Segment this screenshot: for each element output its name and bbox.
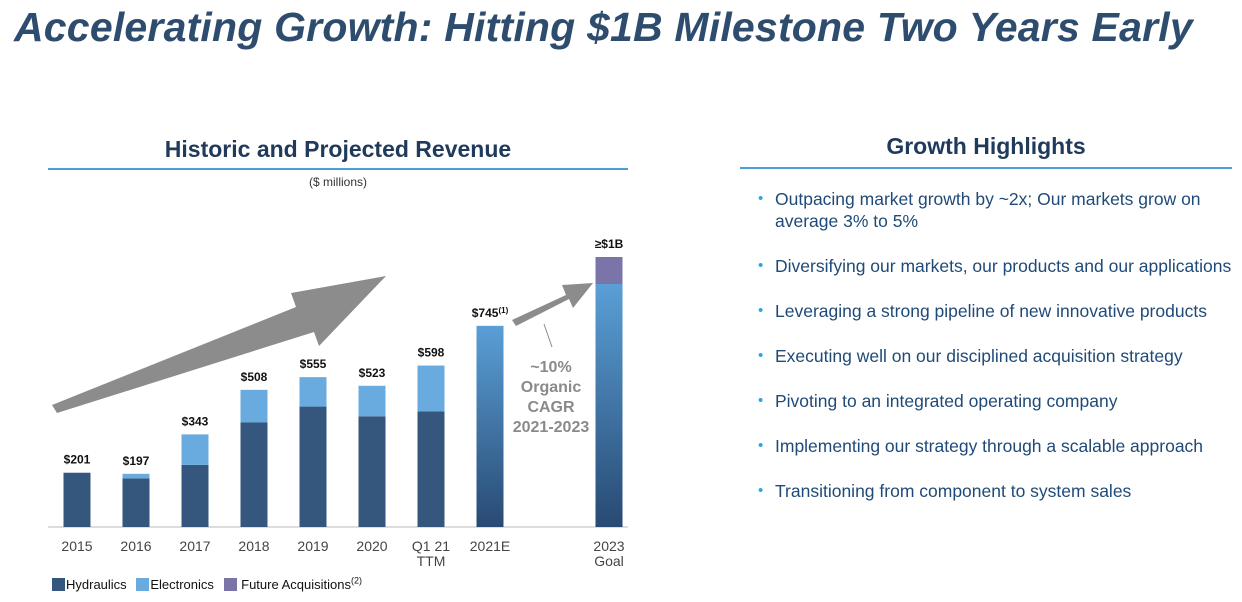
organic-cagr-annotation: CAGR	[527, 399, 575, 416]
data-label-4: $555	[300, 357, 327, 371]
bullet-icon: •	[758, 190, 764, 207]
organic-cagr-leader-line	[543, 323, 553, 348]
organic-cagr-annotation: 2021-2023	[513, 419, 590, 436]
data-label-0: $201	[64, 453, 91, 467]
bullet-icon: •	[758, 257, 764, 274]
bar-hydraulics-0	[63, 472, 91, 527]
chart-title: Historic and Projected Revenue	[164, 136, 512, 162]
highlight-item: • Transitioning from component to system …	[758, 481, 1132, 501]
bar-electronics-5	[358, 385, 386, 417]
bar-hydraulics-2	[181, 464, 209, 527]
bar-electronics-2	[181, 434, 209, 465]
bar-hydraulics-6	[417, 411, 445, 527]
tick-label-6: Q1 21	[412, 538, 450, 554]
tick-label-5: 2020	[356, 538, 387, 554]
bar-future-acquisitions-8	[595, 257, 623, 284]
bar-hydraulics-3	[240, 422, 268, 527]
legend-item-hydraulics: Hydraulics	[52, 577, 127, 592]
bar-electronics-1	[122, 473, 150, 479]
highlight-item: • Outpacing market growth by ~2x; Our mar…	[758, 189, 1201, 231]
tick-label-8: Goal	[594, 553, 624, 569]
data-label-6: $598	[418, 346, 445, 360]
bar-projected-7	[476, 325, 504, 527]
bullet-icon: •	[758, 392, 764, 409]
bar-hydraulics-5	[358, 416, 386, 527]
chart-legend: Hydraulics Electronics Future Acquisitio…	[52, 576, 368, 592]
chart-subtitle: ($ millions)	[308, 175, 367, 189]
bar-electronics-6	[417, 365, 445, 412]
legend-swatch-future-acquisitions	[223, 578, 237, 592]
highlight-item: • Implementing our strategy through a sca…	[758, 436, 1204, 456]
legend-swatch-hydraulics	[52, 578, 65, 592]
bar-projected-8	[595, 284, 623, 527]
legend-swatch-electronics	[136, 578, 150, 592]
data-label-7: $745(1)	[472, 306, 509, 320]
legend-footnote: (2)	[350, 576, 362, 586]
highlight-item: • Diversifying our markets, our products …	[758, 256, 1232, 276]
bar-electronics-4	[299, 377, 327, 407]
tick-label-0: 2015	[61, 538, 92, 554]
tick-label-4: 2019	[297, 538, 328, 554]
chart-title-rule	[48, 168, 628, 170]
highlight-item: • Leveraging a strong pipeline of new inn…	[758, 301, 1207, 321]
data-label-1: $197	[123, 454, 150, 468]
data-label-5: $523	[359, 366, 386, 380]
revenue-bar-chart: $201 2015 $197 2016 $343 2017 $508 2018 $555 2019…	[48, 237, 628, 569]
legend-item-electronics: Electronics	[136, 577, 214, 592]
data-label-8: ≥$1B	[595, 237, 624, 251]
legend-item-future-acquisitions: Future Acquisitions(2)	[223, 576, 362, 592]
bar-hydraulics-1	[122, 478, 150, 527]
bullet-icon: •	[758, 302, 764, 319]
tick-label-7: 2021E	[470, 538, 510, 554]
bullet-icon: •	[758, 437, 764, 454]
bar-hydraulics-4	[299, 406, 327, 527]
bullet-icon: •	[758, 347, 764, 364]
data-label-3: $508	[241, 370, 268, 384]
data-label-2: $343	[182, 414, 209, 428]
tick-label-6: TTM	[417, 553, 446, 569]
highlight-item: • Executing well on our disciplined acqui…	[758, 346, 1183, 366]
tick-label-8: 2023	[593, 538, 624, 554]
bullet-icon: •	[758, 482, 764, 499]
highlights-title: Growth Highlights	[886, 133, 1086, 159]
cagr-arrow	[52, 276, 386, 413]
highlights-list: • Outpacing market growth by ~2x; Our mar…	[758, 188, 1234, 525]
highlights-title-rule	[740, 167, 1232, 169]
organic-cagr-arrow	[512, 283, 593, 326]
organic-cagr-annotation: Organic	[521, 379, 582, 396]
page-title: Accelerating Growth: Hitting $1B Milesto…	[14, 4, 1193, 50]
tick-label-2: 2017	[179, 538, 210, 554]
tick-label-3: 2018	[238, 538, 269, 554]
bar-electronics-3	[240, 389, 268, 423]
highlight-item: • Pivoting to an integrated operating com…	[758, 391, 1118, 411]
organic-cagr-annotation: ~10%	[530, 359, 571, 376]
tick-label-1: 2016	[120, 538, 151, 554]
